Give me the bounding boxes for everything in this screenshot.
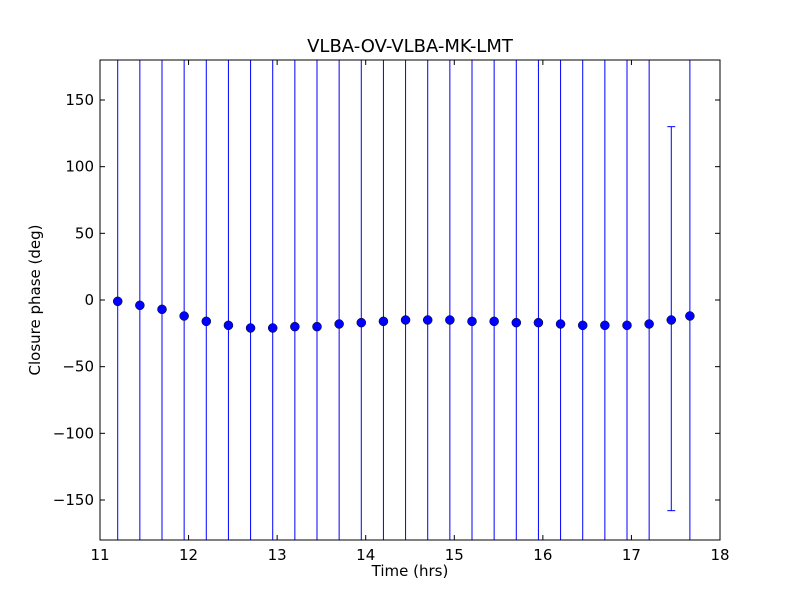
data-point: [533, 317, 544, 328]
y-tick-label: −100: [53, 424, 94, 442]
x-tick-label: 13: [268, 546, 287, 564]
data-point: [600, 320, 610, 331]
y-tick-label: −50: [62, 358, 94, 376]
data-point: [267, 323, 278, 333]
data-point: [356, 317, 367, 328]
error-bars: [117, 60, 691, 540]
x-tick-label: 16: [533, 546, 552, 564]
data-point: [290, 321, 300, 332]
x-tick-label: 18: [710, 546, 729, 564]
data-point: [445, 315, 455, 325]
data-point: [223, 320, 234, 331]
x-tick-label: 11: [90, 546, 109, 564]
y-tick-label: 0: [84, 291, 94, 309]
y-axis-label: Closure phase (deg): [26, 225, 44, 376]
data-point: [201, 316, 212, 327]
y-axis-ticks: 150 100 50 0 −50 −100 −150: [53, 91, 720, 509]
data-point: [467, 316, 477, 327]
x-tick-label: 17: [622, 546, 641, 564]
data-point: [685, 311, 695, 321]
data-point: [422, 315, 433, 325]
data-point: [555, 319, 566, 329]
x-tick-label: 12: [179, 546, 198, 564]
data-point: [577, 320, 588, 331]
data-point: [179, 311, 189, 321]
data-point: [489, 316, 499, 327]
data-point: [378, 316, 389, 327]
data-point: [135, 300, 145, 311]
y-tick-label: 50: [75, 224, 94, 242]
data-point: [334, 319, 344, 329]
x-axis-ticks: 11 12 13 14 15 16 17 18: [90, 60, 730, 564]
x-axis-label: Time (hrs): [371, 562, 449, 580]
plot-area: [100, 60, 720, 540]
data-point: [245, 323, 256, 333]
y-tick-label: 150: [65, 91, 94, 109]
data-point: [400, 315, 411, 325]
data-point: [112, 296, 123, 307]
y-tick-label: −150: [53, 491, 94, 509]
data-points: [112, 296, 695, 333]
data-point: [312, 321, 322, 332]
x-tick-label: 15: [445, 546, 464, 564]
x-tick-label: 14: [356, 546, 375, 564]
data-point: [666, 315, 677, 325]
data-point: [157, 304, 167, 315]
data-point: [644, 319, 654, 329]
data-point: [622, 320, 632, 331]
y-tick-label: 100: [65, 158, 94, 176]
data-point: [511, 317, 522, 328]
chart-title: VLBA-OV-VLBA-MK-LMT: [307, 36, 514, 57]
